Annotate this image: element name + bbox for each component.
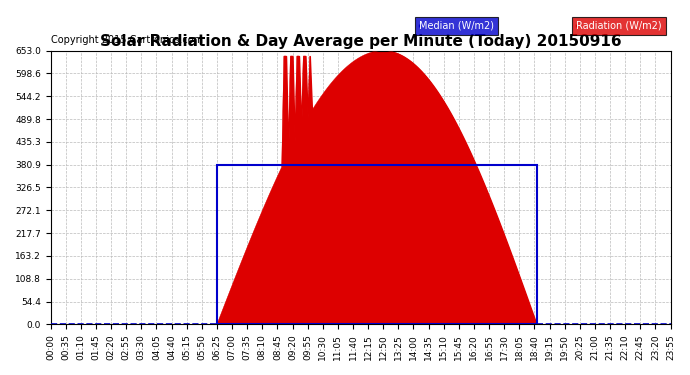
Legend: Radiation (W/m2): Radiation (W/m2) <box>572 17 666 35</box>
Bar <box>217 165 537 324</box>
Title: Solar Radiation & Day Average per Minute (Today) 20150916: Solar Radiation & Day Average per Minute… <box>100 34 622 50</box>
Text: Copyright 2015 Cartronics.com: Copyright 2015 Cartronics.com <box>50 35 203 45</box>
